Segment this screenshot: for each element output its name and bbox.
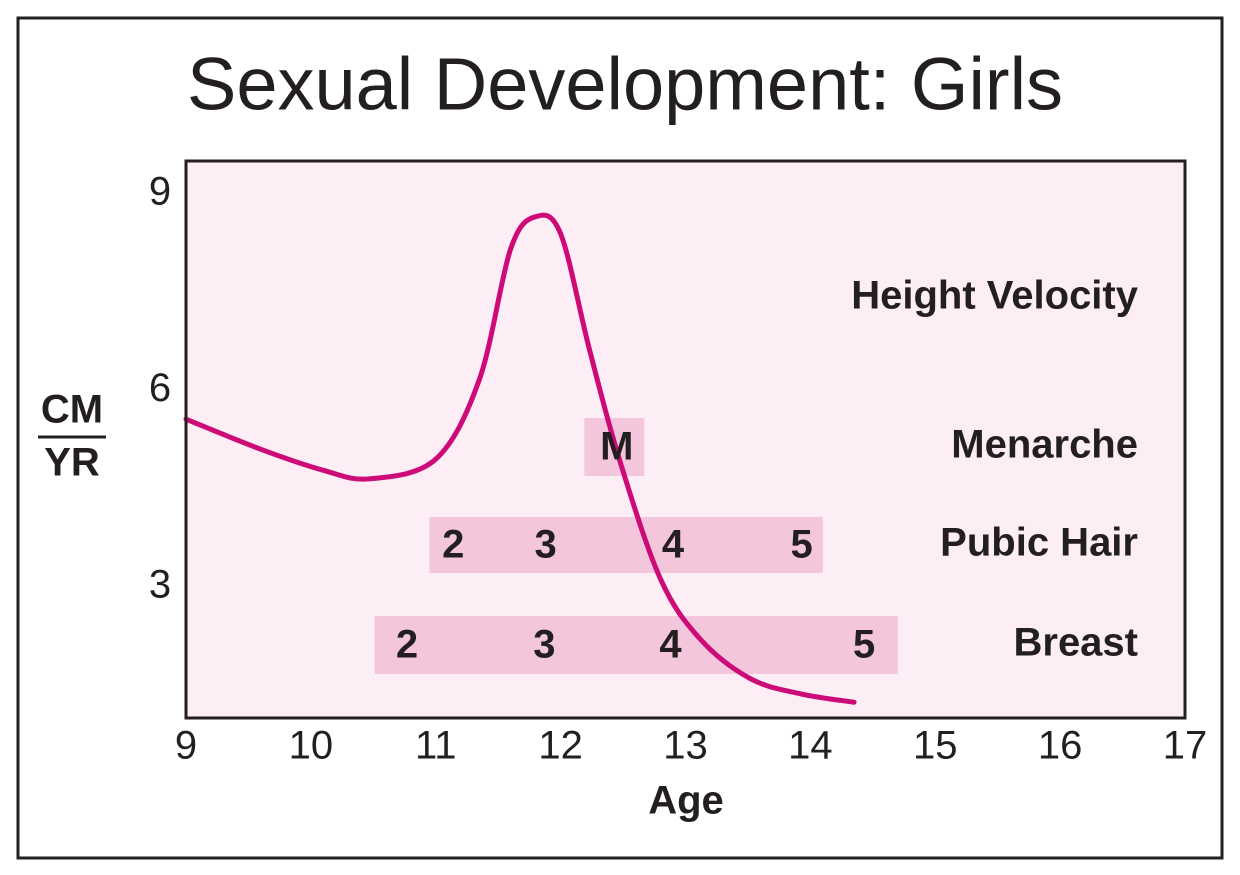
y-tick-label: 9 bbox=[149, 169, 171, 213]
band bbox=[374, 616, 898, 674]
stage-label: 2 bbox=[442, 523, 464, 567]
height-velocity-curve bbox=[183, 212, 857, 705]
plot-layer: M 2 3 4 5 2 3 4 5 bbox=[183, 212, 898, 705]
x-tick-label: 15 bbox=[913, 724, 958, 768]
y-tick-label: 3 bbox=[149, 563, 171, 607]
x-tick-label: 10 bbox=[289, 724, 334, 768]
stage-label: M bbox=[600, 425, 633, 469]
stage-label: 5 bbox=[853, 623, 875, 667]
band bbox=[429, 517, 823, 573]
y-tick-label: 6 bbox=[149, 366, 171, 410]
x-tick-label: 16 bbox=[1038, 724, 1083, 768]
x-tick-label: 12 bbox=[538, 724, 583, 768]
x-tick-label: 13 bbox=[663, 724, 708, 768]
stage-label: 3 bbox=[535, 523, 557, 567]
y-axis-label-numerator: CM bbox=[41, 388, 103, 432]
x-axis-label: Age bbox=[648, 779, 724, 823]
x-tick-label: 11 bbox=[415, 724, 457, 768]
stage-label: 5 bbox=[791, 523, 813, 567]
stage-label: 2 bbox=[396, 623, 418, 667]
stage-label: 4 bbox=[662, 523, 685, 567]
band-label: Breast bbox=[1013, 621, 1138, 665]
stage-label: 4 bbox=[659, 623, 682, 667]
band-label: Menarche bbox=[951, 423, 1138, 467]
x-tick-label: 9 bbox=[175, 724, 197, 768]
chart-title: Sexual Development: Girls bbox=[187, 43, 1063, 126]
series-label: Height Velocity bbox=[851, 274, 1138, 318]
y-axis-label-denominator: YR bbox=[44, 441, 100, 485]
x-tick-label: 17 bbox=[1163, 724, 1208, 768]
x-tick-label: 14 bbox=[788, 724, 833, 768]
plot-border bbox=[184, 159, 1187, 720]
band-label: Pubic Hair bbox=[940, 521, 1138, 565]
stage-label: 3 bbox=[533, 623, 555, 667]
